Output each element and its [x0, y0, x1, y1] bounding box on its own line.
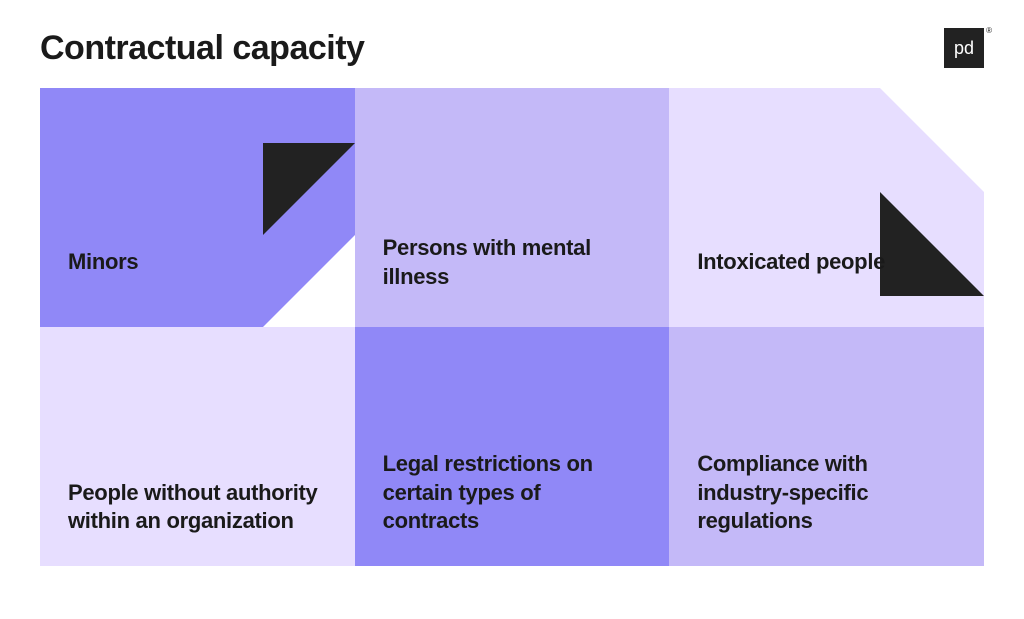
fold-icon — [263, 235, 355, 327]
grid-cell-compliance: Compliance with industry-specific regula… — [669, 327, 984, 566]
header: Contractual capacity pd — [0, 0, 1024, 88]
grid-cell-mental-illness: Persons with mental illness — [355, 88, 670, 327]
page-title: Contractual capacity — [40, 29, 364, 68]
grid-cell-legal: Legal restrictions on certain types of c… — [355, 327, 670, 566]
grid-cell-intoxicated: Intoxicated people — [669, 88, 984, 327]
cell-label: Compliance with industry-specific regula… — [697, 450, 956, 536]
cell-label: Persons with mental illness — [383, 234, 642, 291]
cell-label: Legal restrictions on certain types of c… — [383, 450, 642, 536]
grid-cell-authority: People without authority within an organ… — [40, 327, 355, 566]
brand-logo: pd — [944, 28, 984, 68]
cell-label: People without authority within an organ… — [68, 479, 327, 536]
cell-label: Minors — [68, 248, 138, 277]
infographic-grid: Minors Persons with mental illness Intox… — [40, 88, 984, 566]
fold-icon — [880, 88, 984, 192]
grid-cell-minors: Minors — [40, 88, 355, 327]
cell-label: Intoxicated people — [697, 248, 885, 277]
